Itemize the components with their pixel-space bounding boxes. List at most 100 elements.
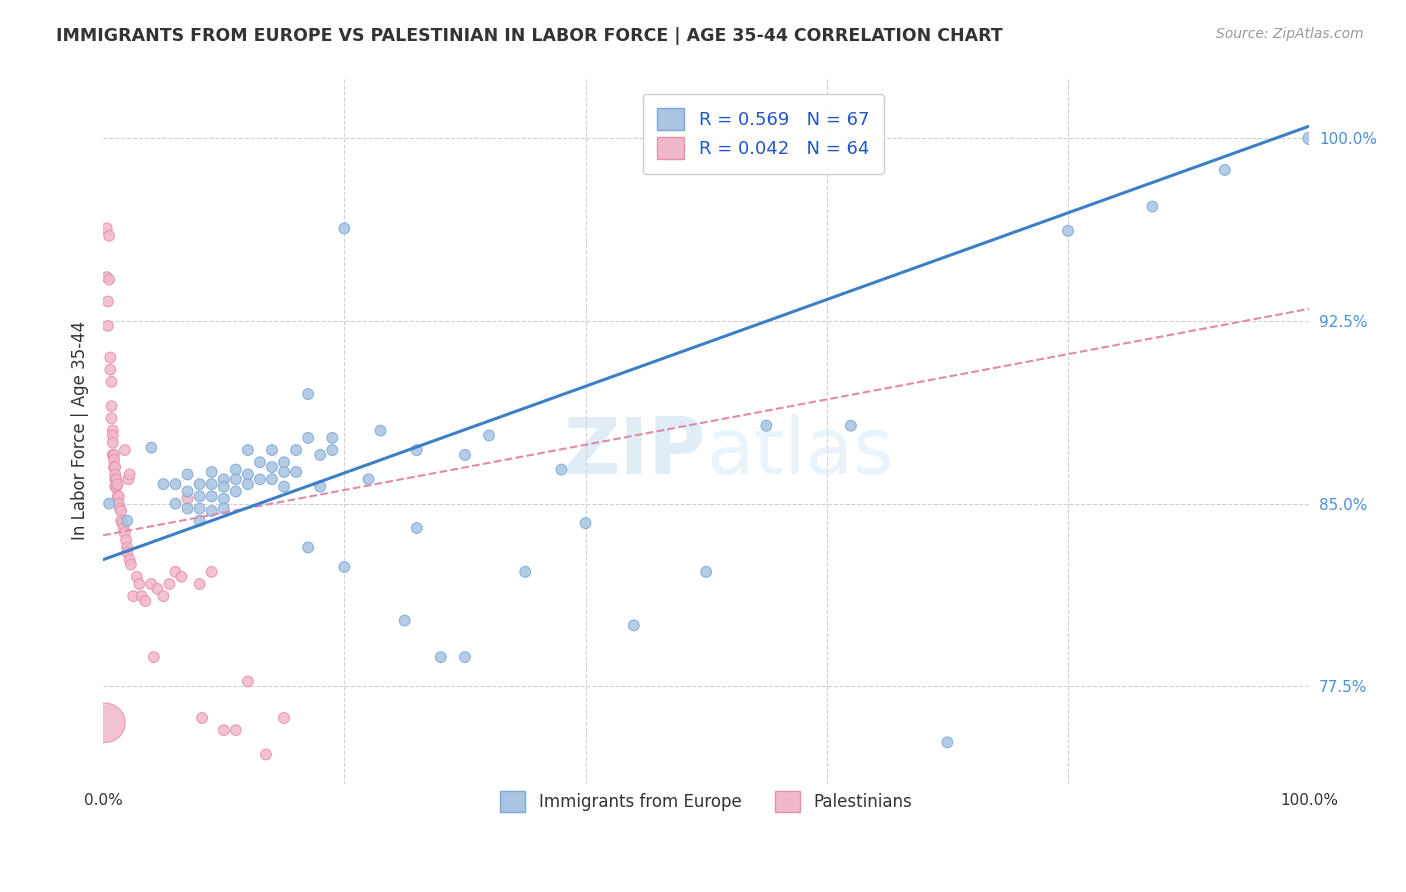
- Point: [97, 318, 120, 333]
- Point: [191, 711, 214, 725]
- Point: [1142, 200, 1164, 214]
- Point: [574, 516, 596, 530]
- Point: [201, 489, 224, 503]
- Point: [236, 674, 259, 689]
- Point: [114, 525, 136, 540]
- Point: [405, 443, 427, 458]
- Point: [146, 582, 169, 596]
- Point: [112, 521, 135, 535]
- Point: [170, 570, 193, 584]
- Point: [405, 521, 427, 535]
- Point: [108, 489, 131, 503]
- Point: [165, 497, 187, 511]
- Point: [159, 577, 181, 591]
- Point: [201, 504, 224, 518]
- Text: ZIP: ZIP: [564, 414, 706, 490]
- Point: [104, 472, 127, 486]
- Point: [236, 467, 259, 482]
- Point: [212, 480, 235, 494]
- Point: [188, 477, 211, 491]
- Point: [273, 455, 295, 469]
- Point: [333, 560, 356, 574]
- Point: [101, 435, 124, 450]
- Point: [273, 711, 295, 725]
- Point: [128, 577, 150, 591]
- Point: [141, 577, 163, 591]
- Point: [321, 443, 343, 458]
- Point: [309, 448, 332, 462]
- Point: [225, 462, 247, 476]
- Point: [1057, 224, 1080, 238]
- Point: [107, 489, 129, 503]
- Point: [201, 465, 224, 479]
- Point: [134, 594, 156, 608]
- Point: [212, 472, 235, 486]
- Point: [98, 497, 121, 511]
- Point: [105, 480, 128, 494]
- Point: [104, 480, 127, 494]
- Point: [188, 577, 211, 591]
- Point: [100, 399, 122, 413]
- Point: [152, 477, 174, 491]
- Point: [254, 747, 277, 762]
- Point: [273, 465, 295, 479]
- Point: [96, 270, 118, 285]
- Point: [309, 480, 332, 494]
- Point: [120, 558, 142, 572]
- Point: [623, 618, 645, 632]
- Point: [260, 472, 283, 486]
- Point: [176, 484, 198, 499]
- Point: [97, 294, 120, 309]
- Point: [188, 501, 211, 516]
- Point: [176, 491, 198, 506]
- Point: [394, 614, 416, 628]
- Point: [117, 541, 139, 555]
- Point: [1213, 163, 1236, 178]
- Point: [478, 428, 501, 442]
- Point: [249, 455, 271, 469]
- Point: [98, 228, 121, 243]
- Point: [430, 650, 453, 665]
- Point: [212, 491, 235, 506]
- Point: [114, 443, 136, 458]
- Point: [515, 565, 537, 579]
- Point: [755, 418, 778, 433]
- Point: [152, 589, 174, 603]
- Text: IMMIGRANTS FROM EUROPE VS PALESTINIAN IN LABOR FORCE | AGE 35-44 CORRELATION CHA: IMMIGRANTS FROM EUROPE VS PALESTINIAN IN…: [56, 27, 1002, 45]
- Point: [225, 723, 247, 738]
- Point: [550, 462, 572, 476]
- Point: [370, 424, 392, 438]
- Point: [201, 565, 224, 579]
- Point: [108, 497, 131, 511]
- Point: [104, 460, 127, 475]
- Point: [321, 431, 343, 445]
- Point: [1298, 131, 1320, 145]
- Point: [125, 570, 148, 584]
- Point: [94, 715, 117, 730]
- Legend: Immigrants from Europe, Palestinians: Immigrants from Europe, Palestinians: [486, 778, 925, 825]
- Point: [110, 504, 132, 518]
- Point: [297, 431, 319, 445]
- Point: [103, 448, 125, 462]
- Point: [212, 501, 235, 516]
- Point: [101, 424, 124, 438]
- Text: atlas: atlas: [706, 414, 894, 490]
- Y-axis label: In Labor Force | Age 35-44: In Labor Force | Age 35-44: [72, 321, 89, 541]
- Point: [141, 441, 163, 455]
- Point: [695, 565, 717, 579]
- Point: [100, 411, 122, 425]
- Point: [201, 477, 224, 491]
- Point: [111, 516, 134, 530]
- Point: [110, 514, 132, 528]
- Point: [117, 545, 139, 559]
- Point: [101, 448, 124, 462]
- Point: [212, 723, 235, 738]
- Point: [98, 272, 121, 286]
- Point: [285, 443, 308, 458]
- Point: [936, 735, 959, 749]
- Point: [357, 472, 380, 486]
- Point: [103, 460, 125, 475]
- Point: [249, 472, 271, 486]
- Point: [236, 443, 259, 458]
- Point: [142, 650, 165, 665]
